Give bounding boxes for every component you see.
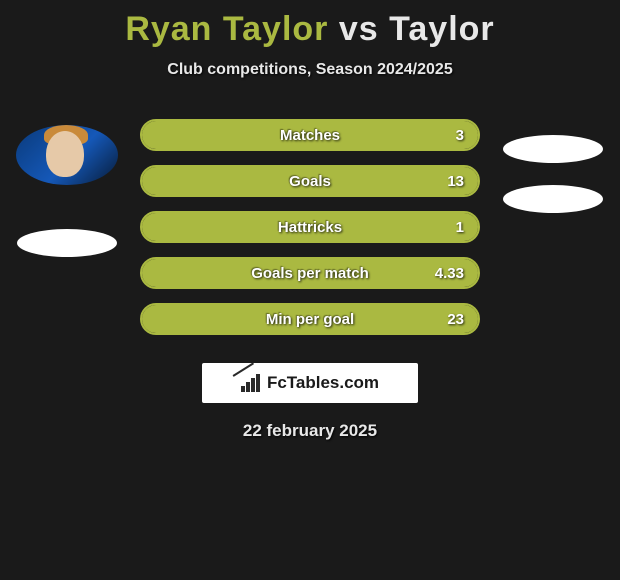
subtitle: Club competitions, Season 2024/2025	[0, 61, 620, 79]
left-player-column	[12, 119, 122, 257]
page-title: Ryan Taylor vs Taylor	[0, 10, 620, 49]
comparison-card: Ryan Taylor vs Taylor Club competitions,…	[0, 0, 620, 441]
stat-fill	[142, 305, 478, 333]
team-pill-right-2	[503, 185, 603, 213]
player1-name: Ryan Taylor	[125, 10, 328, 48]
chart-icon	[241, 372, 263, 394]
team-pill-right-1	[503, 135, 603, 163]
right-player-column	[498, 119, 608, 213]
stat-row-goals: Goals 13	[140, 165, 480, 197]
stat-row-goals-per-match: Goals per match 4.33	[140, 257, 480, 289]
stat-row-hattricks: Hattricks 1	[140, 211, 480, 243]
logo-text: FcTables.com	[267, 373, 379, 393]
stat-row-min-per-goal: Min per goal 23	[140, 303, 480, 335]
stat-fill	[142, 259, 478, 287]
site-logo[interactable]: FcTables.com	[202, 363, 418, 403]
vs-text: vs	[339, 10, 379, 48]
stat-fill	[142, 121, 478, 149]
stat-fill	[142, 213, 478, 241]
avatar-face	[46, 131, 84, 177]
team-pill-left	[17, 229, 117, 257]
content-row: Matches 3 Goals 13 Hattricks 1 Goals per…	[0, 119, 620, 335]
stat-fill	[142, 167, 478, 195]
date-text: 22 february 2025	[0, 421, 620, 441]
stats-list: Matches 3 Goals 13 Hattricks 1 Goals per…	[140, 119, 480, 335]
player1-avatar	[16, 125, 118, 185]
player2-name: Taylor	[389, 10, 495, 48]
stat-row-matches: Matches 3	[140, 119, 480, 151]
